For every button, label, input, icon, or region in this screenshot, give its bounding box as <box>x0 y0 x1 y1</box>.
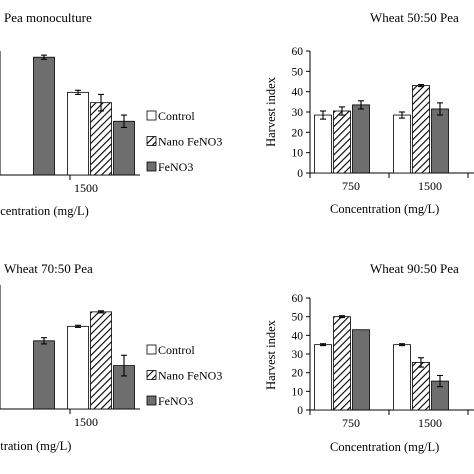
y-tick-label: 30 <box>292 349 304 361</box>
x-tick-label: 1500 <box>74 415 98 429</box>
x-axis-label: Concentration (mg/L) <box>330 440 439 454</box>
bar <box>33 340 55 410</box>
x-tick-label: 1500 <box>418 179 442 193</box>
x-tick-label: 750 <box>342 416 360 430</box>
panel-wheat-50-50-pea: Wheat 50:50 Pea Harvest index 0 10 20 30 40 5… <box>264 10 474 216</box>
bar <box>314 344 332 411</box>
y-tick-label: 20 <box>292 368 304 380</box>
legend-label: FeNO3 <box>158 394 193 408</box>
bar <box>412 361 430 411</box>
x-tick-label: 1500 <box>418 416 442 430</box>
legend-label: Control <box>158 343 195 357</box>
bar <box>393 114 411 174</box>
legend-swatch <box>146 136 157 146</box>
panel-pea-monoculture: Pea monoculture 1500 ncentration (mg/L) <box>0 10 140 218</box>
bar <box>431 108 449 174</box>
bar <box>352 329 370 411</box>
panel-title: Wheat 70:50 Pea <box>4 261 93 276</box>
y-axis-label: Harvest index <box>264 319 278 390</box>
y-tick-label: 0 <box>297 168 303 180</box>
legend-swatch <box>146 395 157 406</box>
x-tick-label: 750 <box>342 179 360 193</box>
panel-wheat-70-50-pea: Wheat 70:50 Pea 1500 ntration (mg/L) <box>0 261 140 453</box>
y-tick-label: 50 <box>292 312 304 324</box>
bar <box>412 85 430 174</box>
bar <box>90 102 112 176</box>
panel-title: Wheat 90:50 Pea <box>370 261 459 276</box>
bar <box>113 120 135 176</box>
y-tick-label: 60 <box>292 46 304 58</box>
legend-label: Nano FeNO3 <box>158 135 222 149</box>
y-tick-label: 50 <box>292 66 304 78</box>
x-tick-label: 1500 <box>74 181 98 195</box>
legend: Control Nano FeNO3 FeNO3 <box>146 343 222 408</box>
y-axis-label: Harvest index <box>264 76 278 147</box>
legend-swatch <box>146 110 157 121</box>
bar <box>333 316 351 411</box>
legend-swatch <box>146 161 157 172</box>
bar <box>393 344 411 411</box>
bar <box>314 114 332 174</box>
bar <box>67 91 89 176</box>
panel-title: Wheat 50:50 Pea <box>370 10 459 25</box>
legend: Control Nano FeNO3 FeNO3 <box>146 109 222 174</box>
bar <box>352 104 370 174</box>
y-tick-label: 10 <box>292 386 304 398</box>
y-tick-label: 0 <box>297 405 303 417</box>
legend-swatch <box>146 370 157 380</box>
bar <box>333 110 351 174</box>
legend-swatch <box>146 344 157 355</box>
bar <box>90 311 112 410</box>
legend-label: Nano FeNO3 <box>158 369 222 383</box>
y-tick-label: 40 <box>292 87 304 99</box>
x-axis-label: ntration (mg/L) <box>0 439 71 453</box>
legend-label: FeNO3 <box>158 160 193 174</box>
x-axis-label: ncentration (mg/L) <box>0 204 89 218</box>
y-tick-label: 10 <box>292 148 304 160</box>
panel-title: Pea monoculture <box>4 10 92 25</box>
bar <box>67 325 89 410</box>
y-tick-label: 20 <box>292 127 304 139</box>
y-tick-label: 40 <box>292 330 304 342</box>
panel-wheat-90-50-pea: Wheat 90:50 Pea Harvest index 0 10 20 30 40 5… <box>264 261 474 454</box>
y-tick-label: 60 <box>292 293 304 305</box>
bar <box>33 56 55 176</box>
legend-label: Control <box>158 109 195 123</box>
y-tick-label: 30 <box>292 107 304 119</box>
x-axis-label: Concentration (mg/L) <box>330 202 439 216</box>
